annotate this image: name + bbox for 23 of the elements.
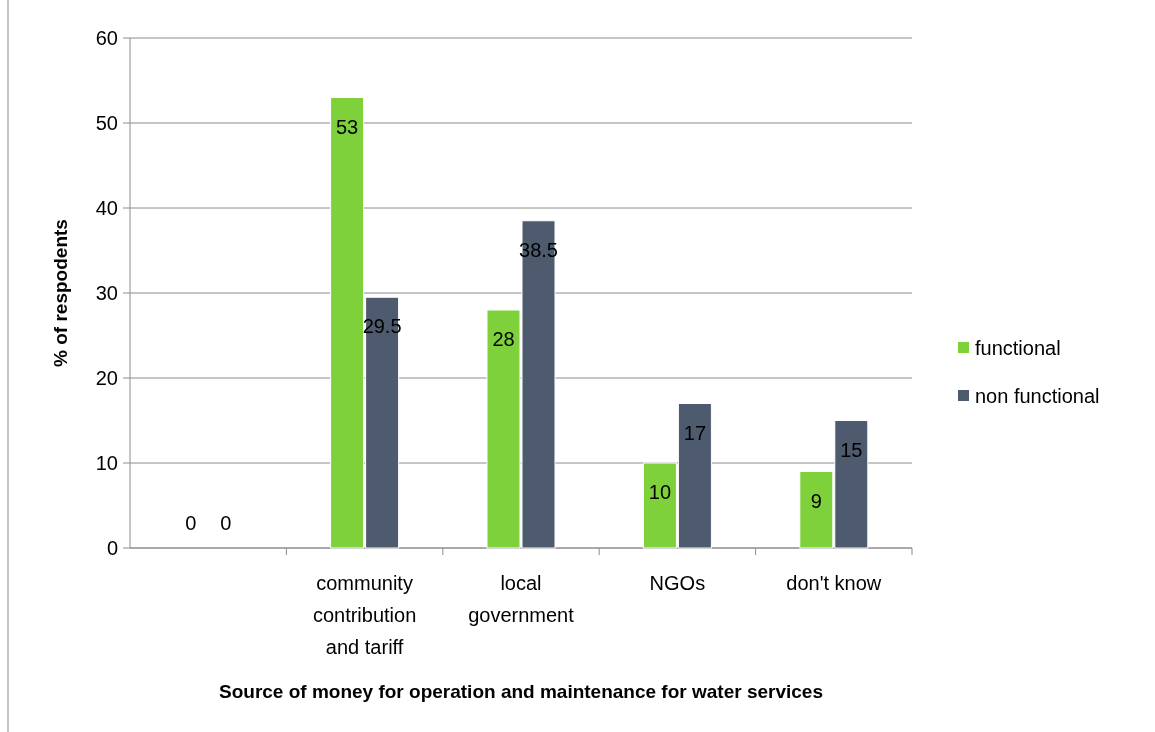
data-label: 0: [220, 512, 232, 534]
y-tick-label: 0: [106, 537, 118, 559]
y-tick-label: 50: [95, 112, 118, 134]
x-axis-title: Source of money for operation and maintenance for water services: [219, 681, 823, 702]
data-label: 53: [335, 115, 359, 138]
x-tick-label: don't know: [786, 572, 882, 594]
x-tick-label: local government: [468, 572, 575, 626]
legend-label: functional: [975, 337, 1061, 359]
data-label: 10: [648, 481, 672, 503]
x-tick-label: NGOs: [649, 572, 706, 594]
y-tick-label: 10: [95, 452, 118, 474]
y-tick-label: 30: [95, 282, 118, 304]
x-tick-label: community contribution and tariff: [312, 572, 417, 658]
y-tick-label: 20: [95, 367, 118, 389]
data-label: 9: [810, 489, 822, 512]
legend-label: non functional: [975, 385, 1100, 407]
data-label: 28: [492, 328, 515, 350]
y-axis-title: % of respodents: [50, 219, 71, 367]
y-tick-label: 60: [95, 27, 118, 49]
data-label: 17: [683, 421, 707, 444]
data-label: 0: [185, 512, 197, 534]
data-label: 15: [840, 438, 863, 461]
y-tick-label: 40: [95, 197, 118, 219]
